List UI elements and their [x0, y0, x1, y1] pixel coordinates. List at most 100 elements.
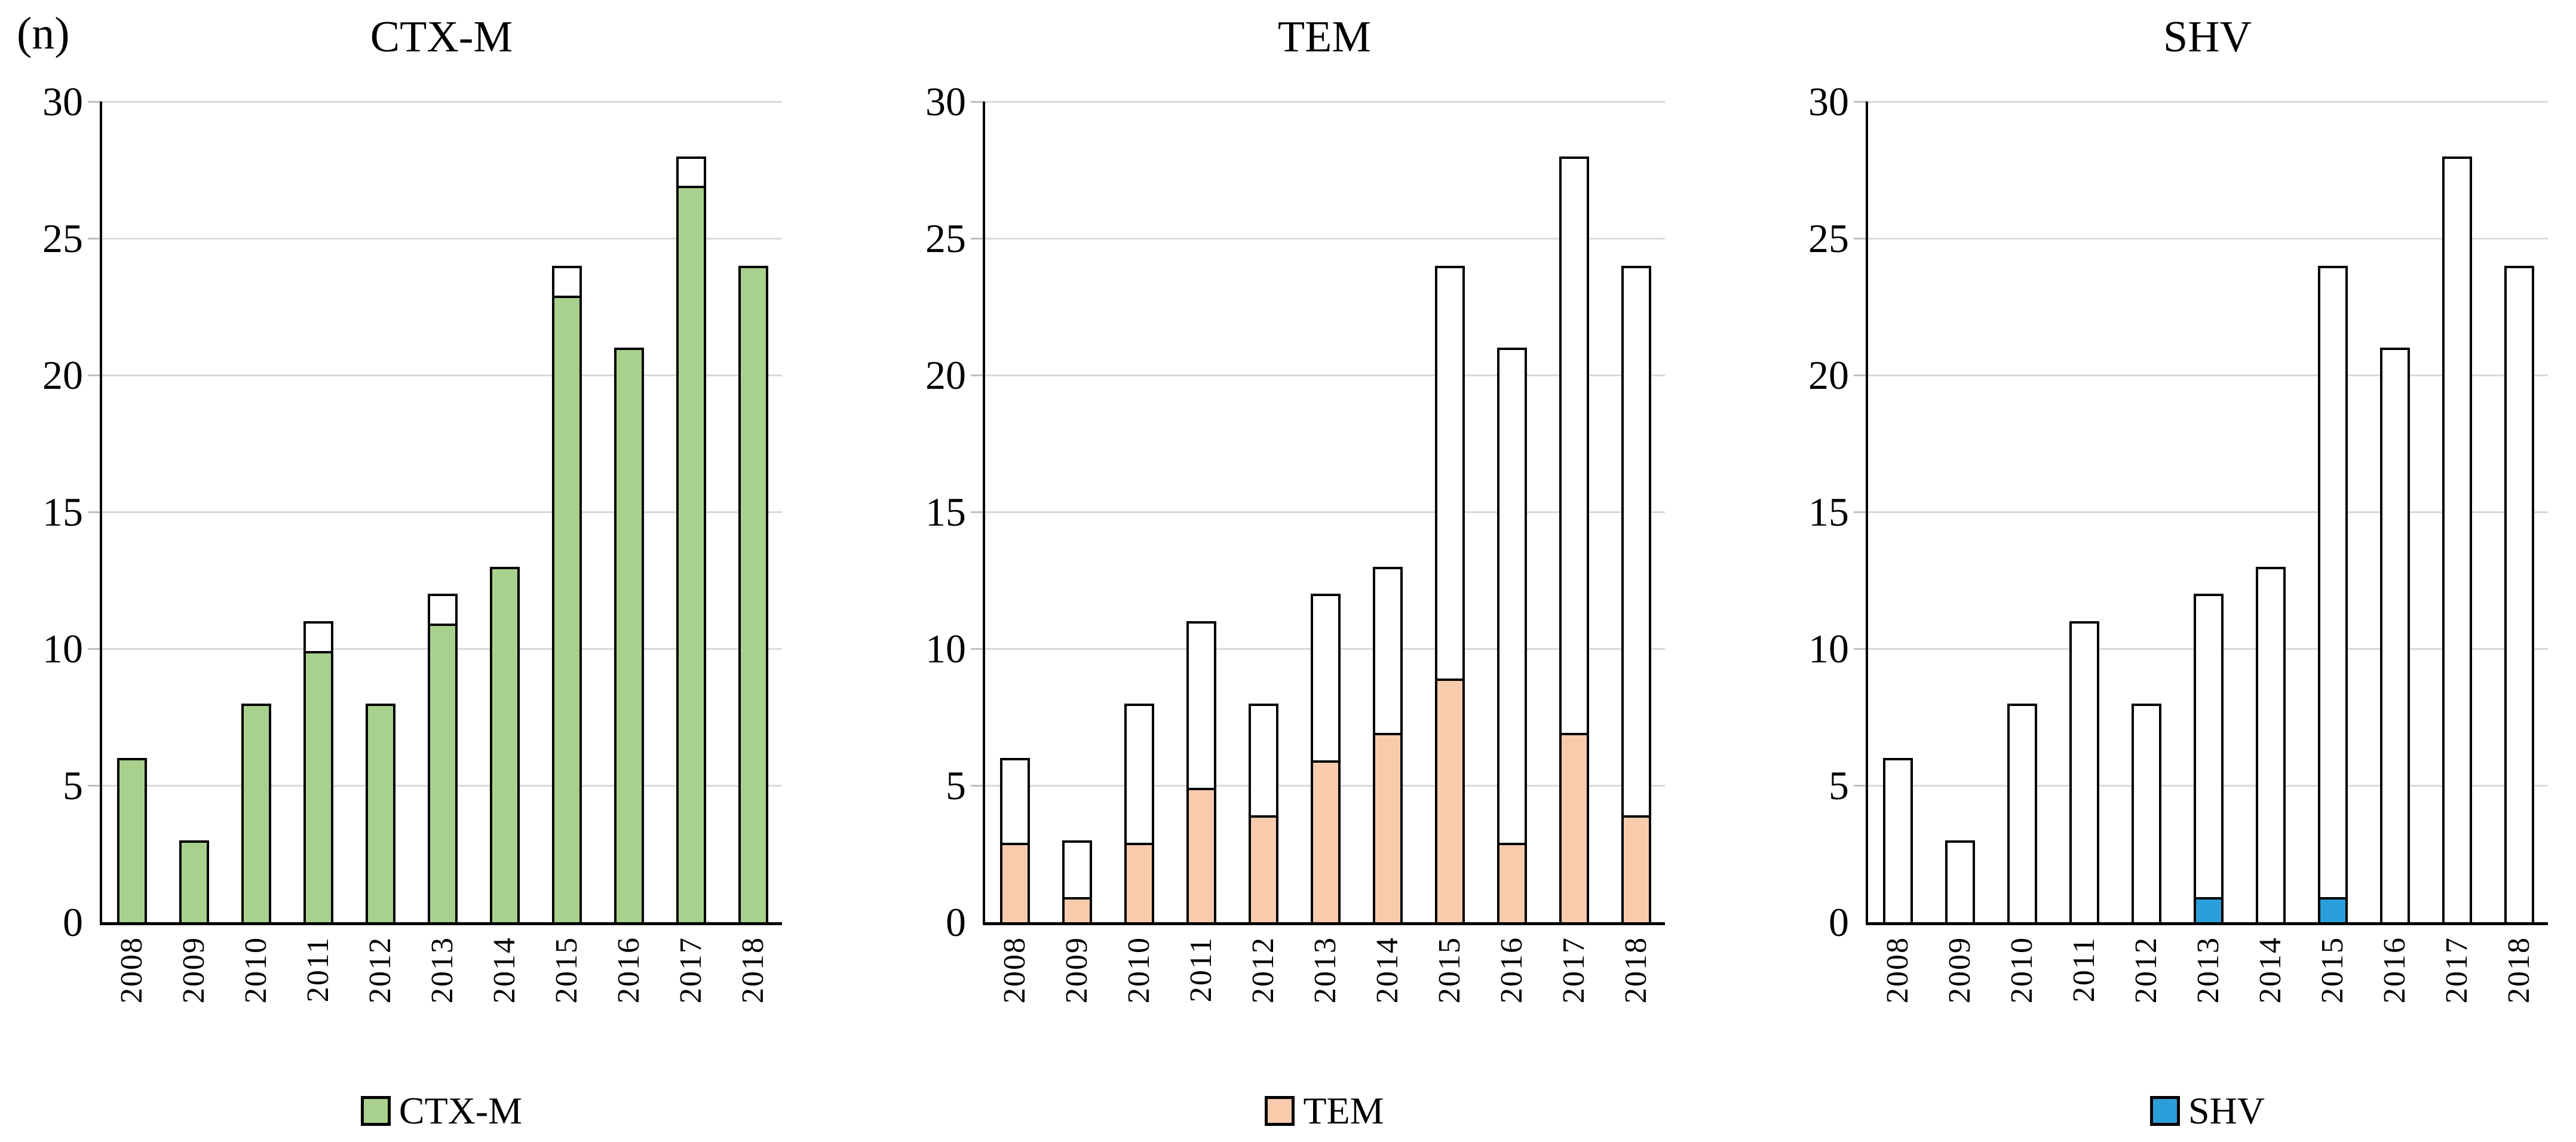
x-tick-label-2017: 2017 [1557, 937, 1591, 1003]
gridline [1867, 101, 2548, 103]
bar-segment-tem [1065, 897, 1090, 922]
bar-2011 [2069, 621, 2099, 925]
bar-segment-ctx-m [119, 760, 145, 922]
gridline [984, 101, 1665, 103]
x-tick-label-2018: 2018 [736, 937, 770, 1003]
bar-2017 [676, 156, 706, 925]
y-tick-label: 15 [925, 489, 966, 535]
gridline [101, 511, 782, 513]
x-tick-label-text: 2010 [2005, 937, 2039, 1003]
x-tick-label-2013: 2013 [1308, 937, 1342, 1003]
bar-2018 [1621, 265, 1651, 925]
chart-title: CTX-M [370, 13, 513, 62]
y-tick-label: 10 [1808, 626, 1849, 671]
legend-tem: TEM [984, 1092, 1665, 1130]
y-tick-label: 20 [1808, 352, 1849, 398]
y-tick-mark [88, 101, 101, 103]
y-tick-mark [88, 511, 101, 513]
legend-shv: SHV [1867, 1092, 2548, 1130]
bar-segment-ctx-m [368, 705, 393, 922]
bar-2008 [1000, 758, 1030, 925]
legend-label-shv: SHV [2188, 1089, 2265, 1132]
x-tick-label-text: 2013 [2191, 937, 2225, 1003]
bar-2009 [179, 840, 209, 925]
bar-segment-tem [1127, 842, 1152, 922]
bar-segment-ctx-m [617, 350, 642, 922]
x-tick-label-text: 2016 [1495, 937, 1529, 1003]
legend-swatch-ctx-m [360, 1096, 391, 1126]
bar-2011 [303, 621, 333, 925]
gridline [101, 101, 782, 103]
x-tick-label-2011: 2011 [301, 937, 335, 1003]
x-tick-label-text: 2009 [1943, 937, 1977, 1003]
x-tick-label-text: 2017 [1557, 937, 1591, 1003]
y-tick-mark [971, 374, 984, 376]
y-tick-mark [1854, 101, 1867, 103]
x-tick-label-2018: 2018 [1619, 937, 1653, 1003]
bar-2016 [614, 348, 644, 925]
y-tick-mark [971, 101, 984, 103]
gridline [101, 238, 782, 240]
x-tick-label-2018: 2018 [2502, 937, 2536, 1003]
x-tick-label-2010: 2010 [1122, 937, 1156, 1003]
y-axis-line [100, 102, 102, 925]
bar-2016 [1497, 348, 1527, 925]
y-tick-label: 5 [946, 763, 966, 808]
y-tick-mark [1854, 648, 1867, 650]
bar-2012 [2132, 703, 2161, 925]
x-tick-label-text: 2011 [301, 937, 335, 1003]
x-tick-label-2016: 2016 [1495, 937, 1529, 1003]
y-tick-label: 30 [1808, 79, 1849, 124]
y-tick-mark [971, 785, 984, 787]
legend-swatch-tem [1265, 1096, 1295, 1126]
x-tick-label-text: 2014 [1370, 937, 1404, 1003]
legend-label-ctx-m: CTX-M [398, 1089, 523, 1132]
gridline [101, 374, 782, 376]
x-tick-label-2014: 2014 [487, 937, 522, 1003]
x-tick-label-2008: 2008 [1881, 937, 1915, 1003]
bar-2013 [1311, 594, 1341, 925]
bar-segment-ctx-m [244, 705, 269, 922]
y-tick-mark [971, 648, 984, 650]
legend-label-tem: TEM [1303, 1089, 1384, 1132]
bar-2014 [1373, 566, 1403, 925]
x-tick-label-text: 2016 [2378, 937, 2412, 1003]
x-tick-label-text: 2018 [2502, 937, 2536, 1003]
bar-2008 [117, 758, 147, 925]
x-tick-label-text: 2015 [550, 937, 584, 1003]
y-axis-unit-label: (n) [17, 8, 70, 59]
x-tick-label-text: 2015 [1433, 937, 1467, 1003]
bar-2009 [1945, 840, 1975, 925]
bar-2018 [2504, 265, 2534, 925]
x-tick-label-text: 2015 [2316, 937, 2350, 1003]
bar-2014 [490, 566, 520, 925]
bar-segment-ctx-m [492, 569, 517, 922]
x-tick-label-2014: 2014 [2253, 937, 2287, 1003]
bar-segment-tem [1251, 815, 1276, 922]
x-tick-label-2011: 2011 [2067, 937, 2101, 1002]
bar-segment-ctx-m [182, 842, 207, 922]
y-tick-label: 25 [1808, 216, 1849, 261]
x-tick-label-2012: 2012 [2129, 937, 2163, 1003]
bar-segment-ctx-m [741, 268, 766, 922]
gridline [984, 374, 1665, 376]
bar-segment-tem [1437, 678, 1462, 922]
bar-2010 [241, 703, 271, 925]
bar-2012 [366, 703, 395, 925]
bar-2008 [1883, 758, 1913, 925]
bar-2009 [1062, 840, 1092, 925]
bar-2017 [1559, 156, 1589, 925]
x-tick-label-text: 2018 [1619, 937, 1653, 1003]
x-tick-label-2009: 2009 [1060, 937, 1094, 1003]
y-tick-mark [1854, 238, 1867, 240]
y-tick-label: 0 [946, 900, 966, 945]
y-tick-mark [1854, 785, 1867, 787]
y-tick-mark [88, 785, 101, 787]
y-tick-mark [1854, 374, 1867, 376]
bar-2015 [1435, 265, 1465, 925]
gridline [1867, 374, 2548, 376]
bar-segment-tem [1002, 842, 1028, 922]
x-tick-label-2012: 2012 [1246, 937, 1280, 1003]
x-tick-label-2015: 2015 [550, 937, 584, 1003]
